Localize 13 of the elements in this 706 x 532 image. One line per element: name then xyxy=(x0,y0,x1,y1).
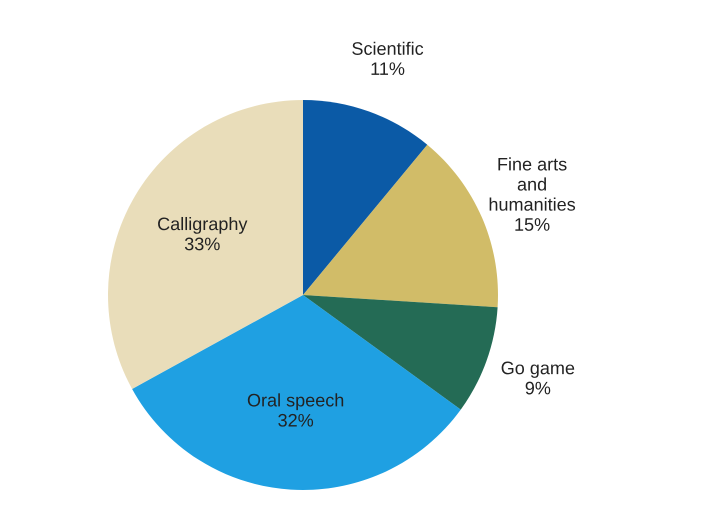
data-label: 32% xyxy=(278,414,314,427)
slice-label: Fine arts and humanities xyxy=(490,157,576,211)
slice-label: Scientific xyxy=(352,42,424,55)
slice-label: Oral speech xyxy=(248,393,344,410)
pie-slice xyxy=(303,100,428,295)
slice-label: Calligraphy xyxy=(158,216,248,234)
slice-label: Go game xyxy=(502,362,574,378)
data-label: 11% xyxy=(372,62,404,75)
pie-slice xyxy=(108,100,303,389)
pie-slice xyxy=(132,295,461,490)
data-label: 33% xyxy=(184,238,220,250)
data-label: 9% xyxy=(526,382,550,394)
data-label: 15% xyxy=(515,218,550,231)
